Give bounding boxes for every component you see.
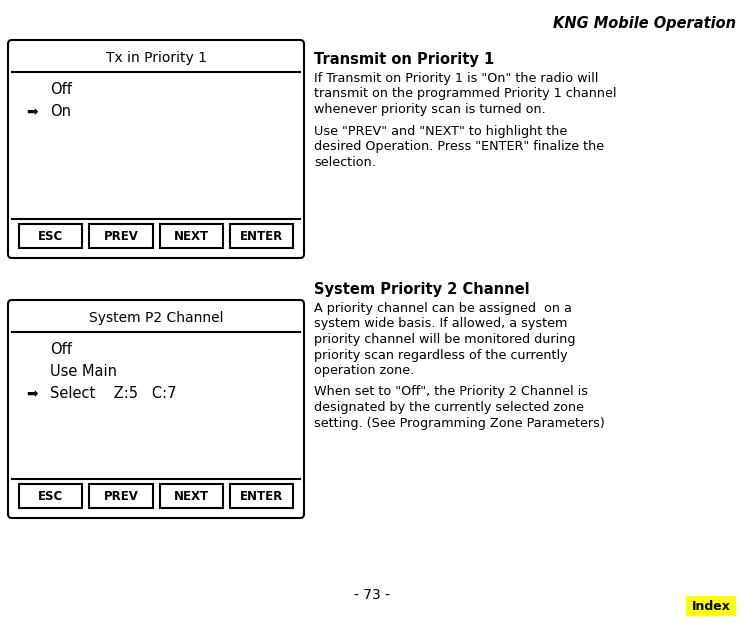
Text: System P2 Channel: System P2 Channel: [89, 311, 223, 325]
Text: PREV: PREV: [103, 230, 138, 243]
FancyBboxPatch shape: [19, 224, 83, 248]
Text: NEXT: NEXT: [173, 489, 208, 502]
Text: - 73 -: - 73 -: [354, 588, 390, 602]
Text: Index: Index: [692, 600, 731, 613]
Text: Tx in Priority 1: Tx in Priority 1: [106, 51, 207, 65]
Text: priority channel will be monitored during: priority channel will be monitored durin…: [314, 333, 576, 346]
Text: A priority channel can be assigned  on a: A priority channel can be assigned on a: [314, 302, 572, 315]
FancyBboxPatch shape: [230, 484, 293, 508]
Text: whenever priority scan is turned on.: whenever priority scan is turned on.: [314, 103, 546, 116]
Text: Off: Off: [50, 343, 72, 358]
Text: setting. (See Programming Zone Parameters): setting. (See Programming Zone Parameter…: [314, 416, 605, 429]
Text: ➡: ➡: [26, 387, 38, 401]
FancyBboxPatch shape: [89, 224, 153, 248]
Text: KNG Mobile Operation: KNG Mobile Operation: [553, 16, 736, 31]
Text: ➡: ➡: [26, 105, 38, 119]
Text: selection.: selection.: [314, 155, 376, 168]
FancyBboxPatch shape: [686, 596, 736, 616]
Text: priority scan regardless of the currently: priority scan regardless of the currentl…: [314, 348, 568, 361]
FancyBboxPatch shape: [8, 300, 304, 518]
Text: operation zone.: operation zone.: [314, 364, 414, 377]
Text: If Transmit on Priority 1 is "On" the radio will: If Transmit on Priority 1 is "On" the ra…: [314, 72, 598, 85]
Text: Off: Off: [50, 82, 72, 97]
Text: ESC: ESC: [38, 489, 63, 502]
Text: System Priority 2 Channel: System Priority 2 Channel: [314, 282, 530, 297]
FancyBboxPatch shape: [230, 224, 293, 248]
Text: When set to "Off", the Priority 2 Channel is: When set to "Off", the Priority 2 Channe…: [314, 386, 588, 399]
Text: Use "PREV" and "NEXT" to highlight the: Use "PREV" and "NEXT" to highlight the: [314, 125, 567, 137]
Text: transmit on the programmed Priority 1 channel: transmit on the programmed Priority 1 ch…: [314, 87, 617, 100]
Text: Transmit on Priority 1: Transmit on Priority 1: [314, 52, 494, 67]
FancyBboxPatch shape: [19, 484, 83, 508]
Text: Use Main: Use Main: [50, 364, 117, 379]
Text: On: On: [50, 104, 71, 120]
Text: system wide basis. If allowed, a system: system wide basis. If allowed, a system: [314, 318, 568, 331]
Text: NEXT: NEXT: [173, 230, 208, 243]
Text: desired Operation. Press "ENTER" finalize the: desired Operation. Press "ENTER" finaliz…: [314, 140, 604, 153]
Text: PREV: PREV: [103, 489, 138, 502]
FancyBboxPatch shape: [89, 484, 153, 508]
Text: Select    Z:5   C:7: Select Z:5 C:7: [50, 386, 176, 401]
Text: ESC: ESC: [38, 230, 63, 243]
FancyBboxPatch shape: [159, 484, 222, 508]
Text: designated by the currently selected zone: designated by the currently selected zon…: [314, 401, 584, 414]
FancyBboxPatch shape: [159, 224, 222, 248]
FancyBboxPatch shape: [8, 40, 304, 258]
Text: ENTER: ENTER: [240, 230, 283, 243]
Text: ENTER: ENTER: [240, 489, 283, 502]
